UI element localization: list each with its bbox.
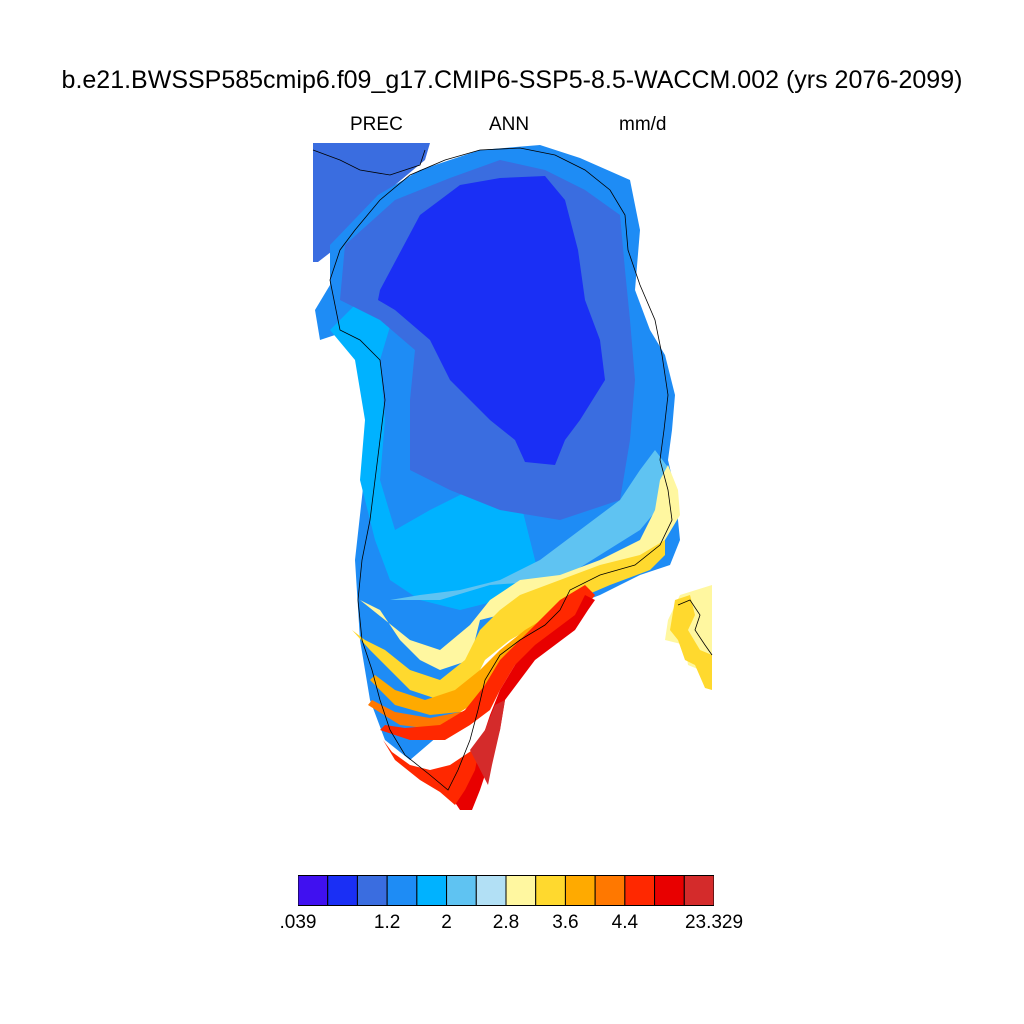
colorbar-swatch	[683, 875, 714, 906]
colorbar-swatch	[564, 875, 596, 906]
east-coast-island-gold	[670, 595, 712, 690]
colorbar-swatch	[386, 875, 418, 906]
ice-sheet-interior-region	[378, 176, 605, 465]
colorbar	[298, 875, 714, 906]
colorbar-tick-label: 3.6	[552, 912, 579, 933]
colorbar-swatch	[475, 875, 507, 906]
colorbar-swatch	[624, 875, 656, 906]
colorbar-swatch	[594, 875, 626, 906]
colorbar-swatch	[298, 875, 329, 906]
colorbar-swatch	[446, 875, 477, 906]
western-coast-band	[330, 300, 540, 610]
colorbar-swatch	[654, 875, 685, 906]
coastline	[329, 147, 673, 791]
units-label: mm/d	[619, 114, 667, 135]
colorbar-swatch	[356, 875, 388, 906]
southern-tip-region	[380, 585, 595, 740]
southeast-brick-edge	[470, 700, 505, 785]
ellesmere-coast	[312, 149, 426, 176]
colorbar-tick-label: 1.2	[373, 912, 401, 933]
season-label: ANN	[489, 114, 530, 135]
map-title: b.e21.BWSSP585cmip6.f09_g17.CMIP6-SSP5-8…	[61, 66, 963, 94]
variable-label: PREC	[350, 114, 403, 135]
colorbar-swatch	[416, 875, 448, 906]
precipitation-map	[312, 143, 713, 810]
colorbar-swatch	[327, 875, 358, 906]
southern-tip-lobe	[383, 740, 480, 805]
light-blue-zone	[390, 450, 670, 600]
island-coast	[677, 599, 713, 656]
colorbar-tick-label: 2	[441, 912, 452, 933]
colorbar-tick-label: 4.4	[611, 912, 639, 933]
gold-band	[352, 540, 665, 700]
colorbar-swatch	[535, 875, 566, 906]
colorbar-tick-label: 2.8	[492, 912, 520, 933]
colorbar-swatch	[505, 875, 537, 906]
colorbar-tick-label: .039	[279, 912, 317, 933]
colorbar-tick-label: 23.329	[684, 912, 744, 933]
